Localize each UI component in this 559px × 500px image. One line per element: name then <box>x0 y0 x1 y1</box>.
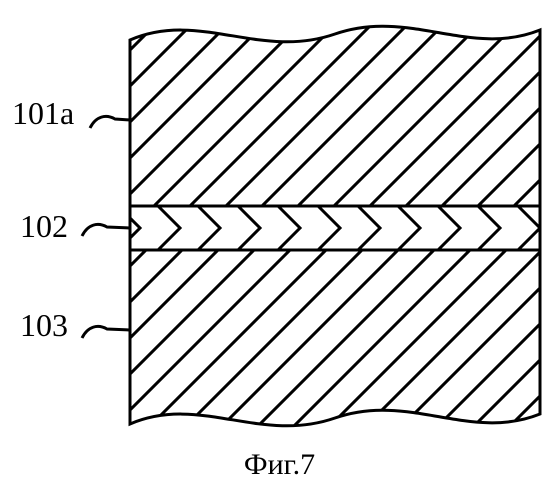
figure-caption: Фиг.7 <box>244 448 315 482</box>
diagram-svg <box>0 0 559 500</box>
figure-container: 101a 102 103 Фиг.7 <box>0 0 559 500</box>
label-103: 103 <box>20 307 68 344</box>
layer-101a <box>130 26 540 206</box>
label-102: 102 <box>20 208 68 245</box>
lead-lines <box>82 116 130 338</box>
label-101a: 101a <box>12 95 74 132</box>
layer-102 <box>130 206 540 250</box>
layer-103 <box>130 250 540 426</box>
